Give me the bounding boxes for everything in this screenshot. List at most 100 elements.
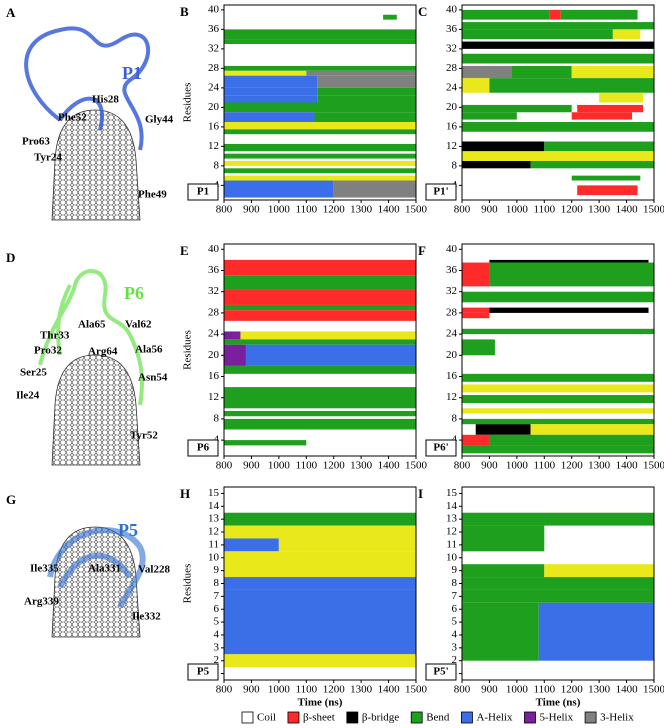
structure-segment — [224, 168, 416, 174]
x-tick-label: 900 — [243, 204, 260, 216]
structure-segment — [577, 185, 638, 196]
y-tick-label: 36 — [446, 264, 458, 276]
structure-segment — [577, 104, 644, 113]
structure-segment — [224, 129, 416, 135]
y-tick-label: 16 — [208, 120, 220, 132]
structure-segment — [224, 440, 307, 446]
y-tick-label: 10 — [208, 551, 220, 563]
structure-segment — [278, 538, 416, 552]
structure-segment — [544, 564, 654, 578]
y-tick-label: 8 — [214, 159, 220, 171]
tag-box — [425, 183, 457, 201]
x-tick-label: 1300 — [588, 684, 611, 696]
y-tick-label: 9 — [452, 564, 458, 576]
x-tick-label: 1000 — [268, 684, 291, 696]
structure-segment — [462, 141, 545, 152]
y-tick-label: 6 — [214, 603, 220, 615]
legend-label: A-Helix — [476, 712, 513, 724]
structure-segment — [224, 275, 416, 290]
y-tick-label: 28 — [446, 62, 458, 74]
y-tick-label: 4 — [214, 628, 220, 640]
x-tick-label: 1500 — [643, 460, 664, 472]
y-tick-label: 40 — [208, 243, 220, 255]
structure-segment — [462, 384, 654, 393]
peptide-tag: P1' — [433, 186, 448, 198]
residue-label: Ile335 — [30, 563, 59, 575]
structure-segment — [462, 291, 654, 303]
y-tick-label: 11 — [446, 538, 457, 550]
y-tick-label: 40 — [208, 3, 220, 15]
x-tick-label: 900 — [481, 204, 498, 216]
plot-frame — [461, 4, 655, 201]
x-tick-label: 1200 — [561, 460, 584, 472]
structure-segment — [462, 395, 654, 403]
structure-segment — [317, 75, 416, 88]
y-tick-label: 24 — [446, 328, 458, 340]
structure-segment — [462, 122, 654, 132]
y-tick-label: 2 — [214, 654, 220, 666]
y-tick-label: 36 — [208, 23, 220, 35]
x-tick-label: 800 — [454, 684, 471, 696]
structure-segment — [224, 122, 416, 130]
protein — [47, 527, 146, 609]
y-tick-label: 12 — [446, 391, 457, 403]
y-tick-label: 12 — [446, 140, 457, 152]
structure-segment — [462, 65, 512, 79]
protein — [24, 26, 150, 151]
x-tick-label: 1500 — [643, 204, 664, 216]
structure-segment — [224, 551, 416, 578]
structure-segment — [538, 602, 654, 661]
panel-label: E — [180, 243, 189, 258]
x-tick-label: 1300 — [350, 460, 373, 472]
legend-label: 3-Helix — [600, 712, 634, 724]
y-tick-label: 4 — [452, 628, 458, 640]
structure-segment — [489, 262, 654, 287]
plot-frame — [461, 243, 655, 457]
x-tick-label: 1400 — [616, 204, 639, 216]
y-tick-label: 28 — [208, 62, 220, 74]
y-tick-label: 32 — [208, 42, 219, 54]
x-tick-label: 800 — [216, 204, 233, 216]
structure-segment — [462, 22, 654, 30]
y-tick-label: 24 — [208, 328, 220, 340]
x-tick-label: 1000 — [268, 204, 291, 216]
residue-label: Ala331 — [88, 563, 121, 575]
y-tick-label: 5 — [452, 616, 458, 628]
structure-segment — [224, 175, 416, 181]
structure-segment — [224, 29, 416, 40]
legend-swatch — [584, 711, 597, 724]
x-tick-label: 1400 — [616, 460, 639, 472]
structure-segment — [224, 65, 416, 71]
structure-segment — [462, 151, 654, 161]
structure-segment — [462, 262, 490, 287]
structure-segment — [224, 143, 416, 152]
structure-segment — [224, 304, 416, 311]
structure-segment — [224, 95, 318, 103]
structure-segment — [462, 564, 545, 578]
y-tick-label: 20 — [208, 349, 220, 361]
y-tick-label: 8 — [214, 577, 220, 589]
structure-segment — [224, 102, 416, 113]
structure-segment — [224, 339, 416, 345]
structure-segment — [462, 445, 654, 454]
structure-segment — [224, 418, 416, 430]
structure-segment — [224, 75, 318, 88]
legend-swatch — [461, 711, 473, 724]
peptide-name: P6 — [124, 283, 144, 303]
structure-segment — [462, 307, 490, 313]
residue-label: Tyr24 — [34, 152, 62, 164]
structure-segment — [462, 373, 654, 382]
structure-segment — [462, 328, 654, 335]
legend-label: β-bridge — [362, 712, 399, 724]
panel-label: F — [418, 243, 426, 258]
panel-label: A — [6, 5, 16, 20]
structure-segment — [224, 87, 318, 96]
structure-segment — [462, 589, 654, 603]
structure-segment — [462, 434, 490, 446]
y-tick-label: 10 — [446, 551, 458, 563]
x-tick-label: 1100 — [295, 684, 317, 696]
y-axis-label: Residues — [182, 330, 194, 370]
molecule-panel: G P5 Ile335 Ala331 Val228 Arg339 Ile332 — [6, 492, 170, 638]
y-tick-label: 12 — [446, 526, 457, 538]
